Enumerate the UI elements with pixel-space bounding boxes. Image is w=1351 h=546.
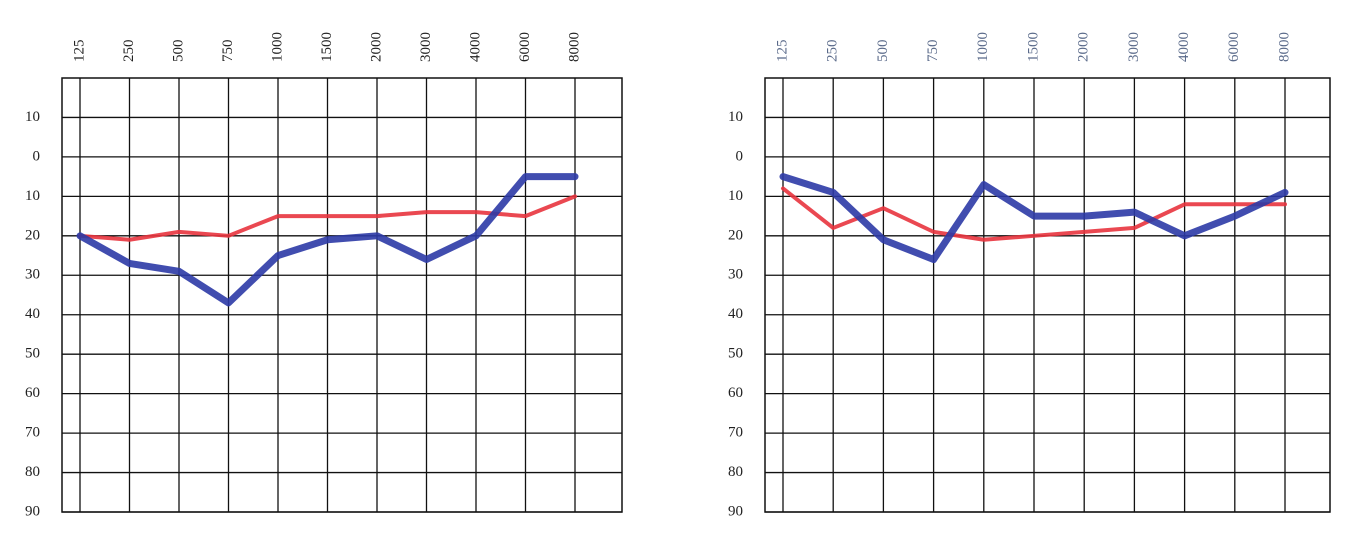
x-tick-label: 3000 [1126, 32, 1142, 62]
x-tick-label: 750 [925, 40, 941, 63]
y-tick-label: 60 [728, 385, 743, 401]
x-tick-label: 3000 [418, 32, 434, 62]
x-tick-label: 8000 [1276, 32, 1292, 62]
y-tick-label: 10 [728, 109, 743, 125]
hearing-line [781, 186, 1287, 242]
x-tick-label: 4000 [1176, 32, 1192, 62]
audiogram: 10 0 10 20 30 40 50 60 70 80 90 125 250 500 750 1000 150… [25, 32, 623, 519]
y-tick-label: 0 [736, 148, 744, 164]
plot-frame [61, 77, 623, 513]
y-tick-label: 70 [25, 425, 40, 441]
x-tick-label: 125 [71, 40, 87, 63]
y-tick-label: 50 [728, 346, 743, 362]
x-tick-label: 125 [774, 40, 790, 63]
x-tick-label: 2000 [1076, 32, 1092, 62]
x-tick-label: 250 [825, 40, 841, 63]
plot-frame [764, 77, 1331, 513]
y-tick-label: 10 [25, 188, 40, 204]
x-tick-label: 500 [875, 40, 891, 63]
y-tick-label: 10 [728, 188, 743, 204]
y-tick-label: 40 [728, 306, 743, 322]
y-tick-label: 80 [728, 464, 743, 480]
hearing-line [779, 173, 1289, 263]
y-tick-label: 20 [25, 227, 40, 243]
x-tick-label: 1500 [1025, 32, 1041, 62]
y-tick-label: 20 [728, 227, 743, 243]
y-tick-label: 10 [25, 109, 40, 125]
x-tick-label: 1000 [975, 32, 991, 62]
x-tick-label: 2000 [368, 32, 384, 62]
hearing-line [76, 173, 579, 307]
x-tick-label: 1500 [319, 32, 335, 62]
y-tick-label: 70 [728, 425, 743, 441]
y-tick-label: 90 [25, 503, 40, 519]
x-tick-label: 4000 [467, 32, 483, 62]
y-tick-label: 30 [728, 267, 743, 283]
y-tick-label: 30 [25, 267, 40, 283]
y-tick-label: 90 [728, 503, 743, 519]
y-tick-label: 60 [25, 385, 40, 401]
y-tick-label: 40 [25, 306, 40, 322]
audiogram: 10 0 10 20 30 40 50 60 70 80 90 125 250 500 750 1000 150… [728, 32, 1331, 519]
x-tick-label: 500 [170, 40, 186, 63]
x-tick-label: 8000 [566, 32, 582, 62]
x-tick-label: 6000 [517, 32, 533, 62]
x-tick-label: 1000 [269, 32, 285, 62]
x-tick-label: 6000 [1226, 32, 1242, 62]
y-tick-label: 0 [33, 148, 41, 164]
y-tick-label: 50 [25, 346, 40, 362]
x-tick-label: 750 [220, 40, 236, 63]
x-tick-label: 250 [121, 40, 137, 63]
y-tick-label: 80 [25, 464, 40, 480]
